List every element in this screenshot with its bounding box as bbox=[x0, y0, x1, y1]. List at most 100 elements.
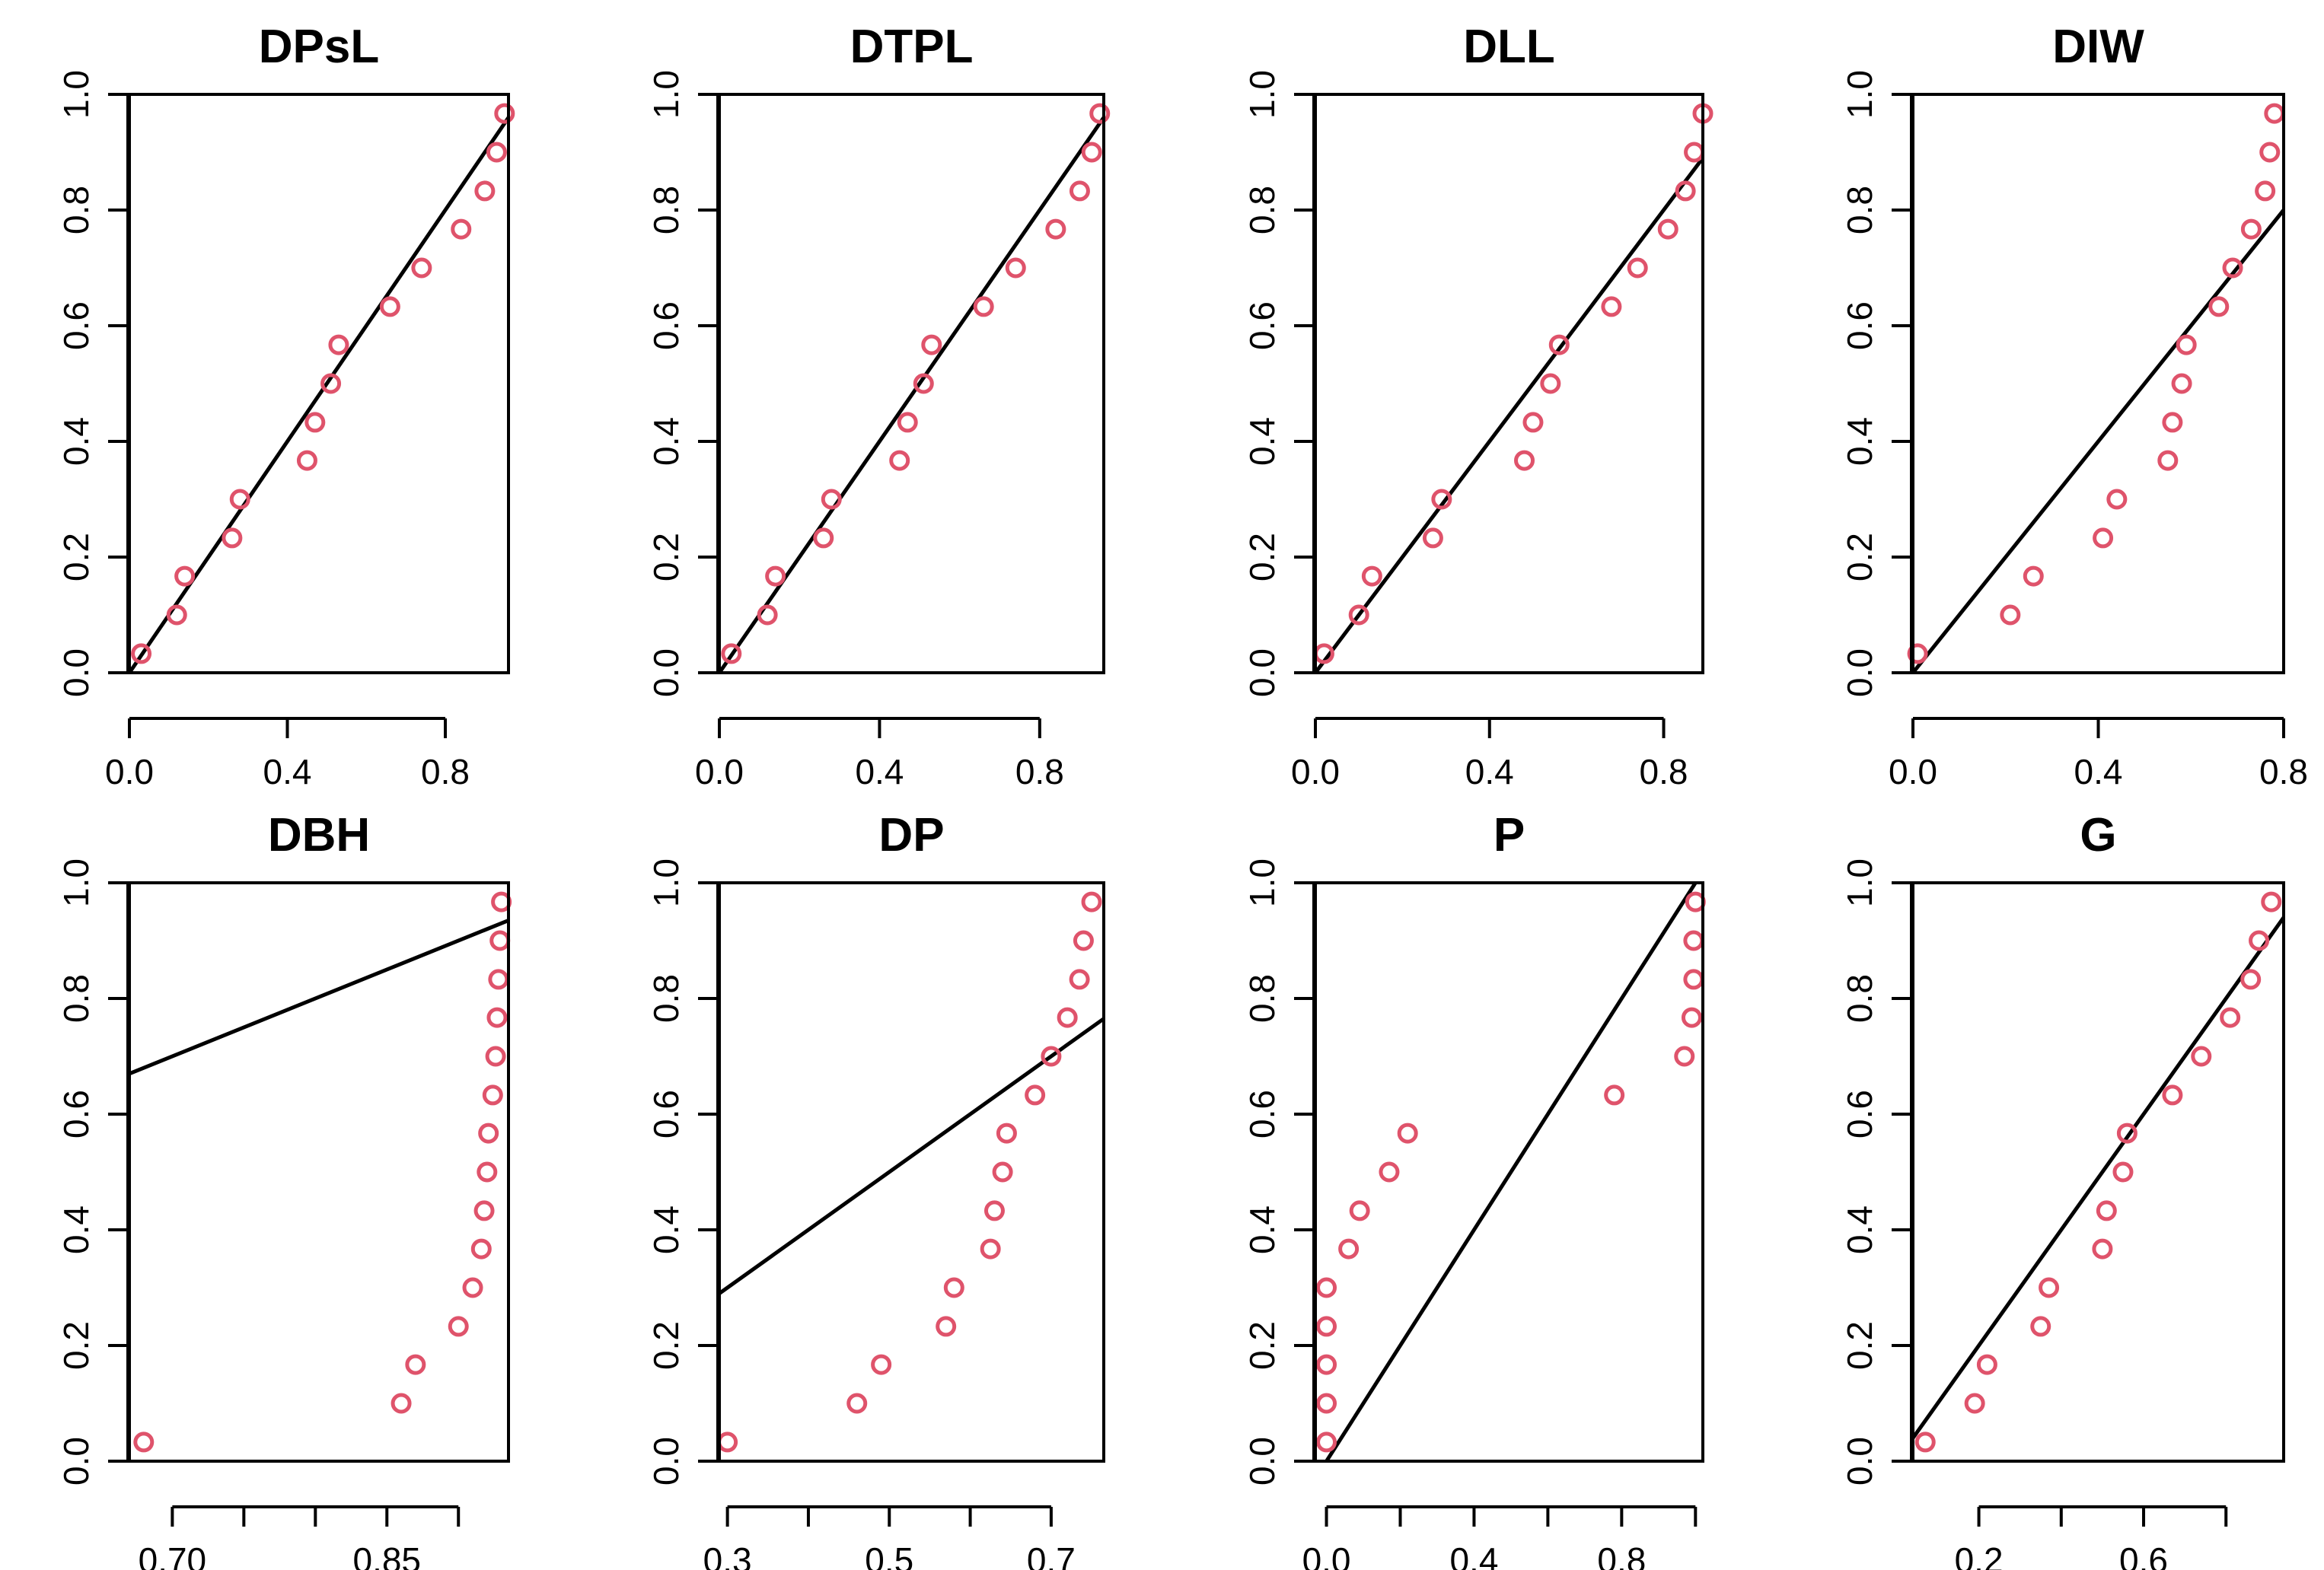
data-point bbox=[478, 1123, 499, 1144]
data-point bbox=[1514, 450, 1535, 471]
data-point bbox=[813, 527, 834, 549]
y-tick-label: 1.0 bbox=[1840, 858, 1879, 907]
y-tick-label: 0.4 bbox=[56, 1205, 96, 1254]
y-tick-label: 0.6 bbox=[1840, 301, 1879, 350]
y-tick-label: 0.0 bbox=[646, 1437, 686, 1486]
data-point bbox=[379, 296, 400, 317]
panel-p: P 0.0 0.4 0.8 0.0 0.2 0.4 0.6 0.8 1.0 bbox=[1242, 809, 1706, 1570]
panel-title: DPsL bbox=[259, 21, 379, 73]
y-tick-label: 0.6 bbox=[646, 301, 686, 350]
y-tick-label: 0.8 bbox=[646, 974, 686, 1023]
data-point bbox=[489, 930, 511, 951]
panel-dll: DLL 0.0 0.4 0.8 0.0 0.2 0.4 0.6 0.8 1.0 bbox=[1242, 21, 1714, 791]
x-tick-label: 0.0 bbox=[1302, 1540, 1351, 1570]
data-point bbox=[1681, 1007, 1702, 1028]
data-point bbox=[1422, 527, 1443, 549]
plot-frame bbox=[1911, 881, 2285, 1463]
data-point bbox=[2240, 969, 2262, 990]
reference-line bbox=[1913, 209, 2284, 673]
data-point bbox=[1316, 1354, 1337, 1375]
data-point bbox=[2191, 1046, 2212, 1067]
y-tick-label: 0.0 bbox=[646, 648, 686, 697]
panel-dtpl: DTPL 0.0 0.4 0.8 0.0 0.2 0.4 0.6 0.8 1.0 bbox=[646, 21, 1111, 791]
reference-line bbox=[1913, 916, 2284, 1440]
data-point bbox=[494, 103, 515, 124]
y-tick-label: 0.2 bbox=[1840, 1321, 1879, 1370]
data-point bbox=[1316, 1393, 1337, 1414]
y-tick-label: 1.0 bbox=[56, 70, 96, 119]
data-point bbox=[1005, 257, 1026, 279]
data-point bbox=[1069, 180, 1090, 202]
data-point bbox=[913, 373, 934, 394]
data-point bbox=[1073, 930, 1094, 951]
data-point bbox=[936, 1316, 957, 1337]
data-point bbox=[2261, 891, 2282, 912]
data-point bbox=[757, 604, 778, 626]
data-point bbox=[2222, 257, 2243, 279]
data-point bbox=[296, 450, 317, 471]
panel-title: DP bbox=[878, 809, 944, 861]
y-tick-label: 0.4 bbox=[646, 417, 686, 466]
data-point bbox=[2255, 180, 2276, 202]
data-point bbox=[391, 1393, 412, 1414]
data-point bbox=[1089, 103, 1111, 124]
x-tick-label: 0.70 bbox=[139, 1540, 207, 1570]
y-tick-label: 0.6 bbox=[1242, 1090, 1282, 1138]
y-tick-label: 1.0 bbox=[1840, 70, 1879, 119]
x-tick-label: 0.5 bbox=[865, 1540, 913, 1570]
data-point bbox=[1361, 565, 1382, 587]
data-point bbox=[2092, 1238, 2113, 1260]
data-point bbox=[1316, 1316, 1337, 1337]
x-tick-label: 0.8 bbox=[421, 752, 470, 791]
plot-frame bbox=[128, 881, 510, 1463]
panel-dbh: DBH 0.70 0.85 0.0 0.2 0.4 0.6 0.8 1.0 bbox=[56, 809, 512, 1570]
data-point bbox=[1057, 1007, 1078, 1028]
data-point bbox=[983, 1200, 1005, 1221]
data-point bbox=[2000, 604, 2021, 626]
data-point bbox=[462, 1277, 483, 1298]
data-point bbox=[2176, 334, 2197, 355]
panel-title: DTPL bbox=[850, 21, 974, 73]
data-point bbox=[1045, 218, 1066, 240]
data-point bbox=[411, 257, 432, 279]
x-tick-label: 0.8 bbox=[1640, 752, 1688, 791]
y-tick-label: 0.4 bbox=[1242, 1205, 1282, 1254]
data-point bbox=[897, 412, 918, 433]
data-point bbox=[2039, 1277, 2060, 1298]
y-tick-label: 0.8 bbox=[1242, 186, 1282, 234]
panel-title: DIW bbox=[2052, 21, 2144, 73]
data-point bbox=[2240, 218, 2262, 240]
data-point bbox=[488, 969, 509, 990]
y-tick-label: 1.0 bbox=[1242, 70, 1282, 119]
data-point bbox=[980, 1238, 1001, 1260]
data-point bbox=[2259, 142, 2281, 163]
y-tick-label: 0.4 bbox=[1242, 417, 1282, 466]
data-point bbox=[1601, 296, 1622, 317]
y-tick-label: 0.8 bbox=[1840, 186, 1879, 234]
data-point bbox=[133, 1431, 155, 1453]
reference-line bbox=[1315, 157, 1703, 673]
data-point bbox=[1041, 1046, 1062, 1067]
data-point bbox=[2096, 1200, 2117, 1221]
y-tick-label: 0.6 bbox=[56, 1090, 96, 1138]
data-point bbox=[405, 1354, 426, 1375]
panel-title: P bbox=[1494, 809, 1525, 861]
data-point bbox=[1522, 412, 1544, 433]
reference-line bbox=[129, 919, 508, 1076]
reference-line bbox=[129, 116, 508, 673]
data-point bbox=[2023, 565, 2044, 587]
data-point bbox=[166, 604, 187, 626]
data-point bbox=[1683, 969, 1704, 990]
y-tick-label: 1.0 bbox=[646, 70, 686, 119]
data-point bbox=[1316, 1277, 1337, 1298]
y-tick-label: 0.6 bbox=[1242, 301, 1282, 350]
y-tick-label: 0.2 bbox=[646, 1321, 686, 1370]
data-point bbox=[451, 218, 472, 240]
y-tick-label: 0.2 bbox=[1840, 533, 1879, 581]
data-point bbox=[1976, 1354, 1997, 1375]
y-tick-label: 1.0 bbox=[646, 858, 686, 907]
data-point bbox=[973, 296, 994, 317]
x-tick-label: 0.4 bbox=[263, 752, 312, 791]
panel-dpsl: DPsL 0.0 0.4 0.8 0.0 0.2 0.4 0.6 0.8 1.0 bbox=[56, 21, 515, 791]
